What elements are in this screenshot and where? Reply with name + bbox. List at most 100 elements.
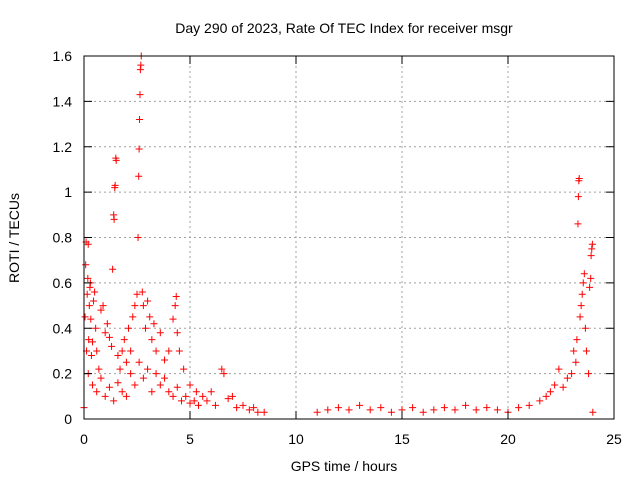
x-tick-label: 15 — [394, 431, 410, 447]
data-point — [182, 392, 190, 400]
data-point — [118, 388, 126, 396]
x-axis-label: GPS time / hours — [291, 458, 398, 474]
chart-title: Day 290 of 2023, Rate Of TEC Index for r… — [175, 20, 513, 36]
data-point — [161, 356, 169, 364]
data-point — [493, 406, 501, 414]
data-point — [334, 404, 342, 412]
data-point — [118, 347, 126, 355]
data-point — [180, 365, 188, 373]
data-point — [156, 381, 164, 389]
data-point — [186, 381, 194, 389]
data-point — [587, 252, 595, 260]
data-point — [536, 397, 544, 405]
data-point — [93, 388, 101, 396]
y-tick-label: 1.2 — [53, 139, 73, 155]
data-point — [570, 347, 578, 355]
y-tick-label: 0 — [64, 411, 72, 427]
data-point — [588, 245, 596, 253]
data-point — [587, 274, 595, 282]
data-point — [525, 401, 533, 409]
data-point — [103, 320, 111, 328]
data-point — [139, 302, 147, 310]
data-point — [169, 392, 177, 400]
data-point — [220, 370, 228, 378]
data-point — [171, 302, 179, 310]
data-point — [92, 324, 100, 332]
data-point — [127, 347, 135, 355]
y-tick-label: 0.2 — [53, 366, 73, 382]
data-point — [409, 404, 417, 412]
data-point — [87, 351, 95, 359]
data-point — [135, 172, 143, 180]
data-point — [199, 392, 207, 400]
data-point — [101, 329, 109, 337]
data-point — [156, 329, 164, 337]
data-point — [169, 315, 177, 323]
data-point — [580, 270, 588, 278]
data-point — [135, 358, 143, 366]
data-point — [138, 288, 146, 296]
data-point — [131, 302, 139, 310]
x-axis-ticks: 0 5 10 15 20 25 — [80, 56, 622, 447]
data-point — [114, 351, 122, 359]
data-point — [110, 215, 118, 223]
data-point — [324, 406, 332, 414]
data-point — [559, 383, 567, 391]
data-point — [133, 290, 141, 298]
data-point — [85, 336, 93, 344]
y-tick-label: 0.6 — [53, 275, 73, 291]
data-point — [542, 392, 550, 400]
data-point — [150, 320, 158, 328]
data-point — [250, 404, 258, 412]
y-tick-label: 0.8 — [53, 230, 73, 246]
data-point — [440, 404, 448, 412]
data-point — [430, 406, 438, 414]
data-point — [254, 408, 262, 416]
data-point — [139, 374, 147, 382]
data-point — [152, 347, 160, 355]
data-point — [109, 265, 117, 273]
data-point — [148, 388, 156, 396]
data-point — [228, 392, 236, 400]
data-point — [366, 406, 374, 414]
data-point — [91, 288, 99, 296]
data-point — [578, 290, 586, 298]
data-point — [203, 397, 211, 405]
data-point — [105, 383, 113, 391]
data-point — [84, 274, 92, 282]
data-point — [125, 324, 133, 332]
data-point — [218, 365, 226, 373]
data-point — [165, 347, 173, 355]
data-point — [135, 145, 143, 153]
data-point — [134, 234, 142, 241]
y-tick-label: 0.4 — [53, 320, 73, 336]
data-point — [173, 329, 181, 337]
data-point — [224, 395, 232, 403]
data-point — [136, 116, 144, 124]
data-point — [88, 338, 96, 346]
data-point — [462, 401, 470, 409]
data-point — [99, 302, 107, 310]
data-point — [90, 297, 98, 305]
data-point — [588, 240, 596, 248]
data-point — [239, 401, 247, 409]
data-point — [582, 347, 590, 355]
data-point — [572, 358, 580, 366]
data-point — [161, 374, 169, 382]
y-tick-label: 1 — [64, 184, 72, 200]
data-point — [546, 388, 554, 396]
data-point — [93, 347, 101, 355]
data-point — [173, 383, 181, 391]
data-point — [576, 313, 584, 321]
x-tick-label: 5 — [186, 431, 194, 447]
data-point — [260, 408, 268, 416]
x-tick-label: 0 — [80, 431, 88, 447]
data-point — [211, 401, 219, 409]
data-points — [80, 52, 597, 416]
data-point — [88, 381, 96, 389]
data-point — [120, 336, 128, 344]
grid-lines — [84, 56, 614, 419]
data-point — [144, 365, 152, 373]
data-point — [313, 408, 321, 416]
